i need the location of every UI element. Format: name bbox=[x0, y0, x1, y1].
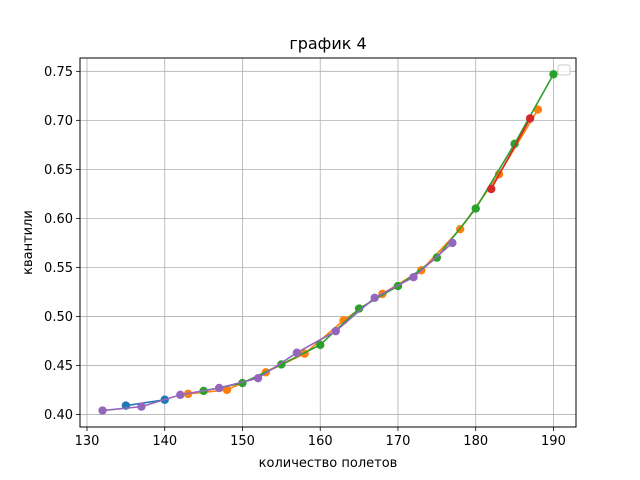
y-axis-label: квантили bbox=[21, 210, 36, 275]
data-point bbox=[525, 114, 535, 123]
plot-frame bbox=[79, 57, 577, 428]
y-tick-label: 0.50 bbox=[44, 310, 73, 325]
data-point bbox=[487, 184, 496, 194]
data-point bbox=[370, 293, 379, 302]
x-tick-label: 140 bbox=[152, 434, 177, 449]
data-point bbox=[214, 383, 224, 393]
data-point bbox=[354, 304, 364, 313]
data-point bbox=[316, 340, 325, 350]
data-point bbox=[137, 402, 146, 411]
data-point bbox=[222, 385, 232, 395]
data-point bbox=[331, 326, 340, 336]
data-point bbox=[292, 348, 302, 357]
x-axis-label: количество полетов bbox=[259, 456, 398, 471]
series-layer bbox=[98, 70, 558, 415]
data-point bbox=[471, 204, 480, 213]
legend bbox=[557, 64, 571, 76]
data-point bbox=[409, 273, 418, 282]
series-line bbox=[490, 118, 531, 190]
y-tick-label: 0.40 bbox=[44, 408, 73, 423]
series-line bbox=[102, 242, 453, 412]
x-tick-label: 150 bbox=[230, 434, 255, 449]
grid bbox=[80, 58, 576, 427]
ticks: 130 140 150 160 170 180 190 0.40 0.45 0.50 0.55 0.6… bbox=[44, 65, 566, 449]
x-tick-label: 180 bbox=[463, 434, 488, 449]
data-point bbox=[253, 373, 263, 383]
y-tick-label: 0.60 bbox=[44, 212, 73, 227]
x-tick-label: 190 bbox=[541, 434, 566, 449]
data-point bbox=[176, 390, 185, 400]
x-tick-label: 130 bbox=[75, 434, 100, 449]
data-point bbox=[98, 406, 107, 415]
data-point bbox=[549, 70, 558, 79]
y-tick-label: 0.55 bbox=[44, 261, 73, 276]
y-tick-label: 0.65 bbox=[44, 163, 73, 178]
series-5 bbox=[98, 238, 457, 415]
x-tick-label: 170 bbox=[386, 434, 411, 449]
y-tick-label: 0.45 bbox=[44, 359, 73, 374]
data-point bbox=[448, 238, 457, 248]
y-tick-label: 0.75 bbox=[44, 65, 73, 80]
y-tick-label: 0.70 bbox=[44, 114, 73, 129]
x-tick-label: 160 bbox=[308, 434, 333, 449]
series-4 bbox=[487, 114, 535, 194]
chart-title: график 4 bbox=[289, 34, 366, 53]
